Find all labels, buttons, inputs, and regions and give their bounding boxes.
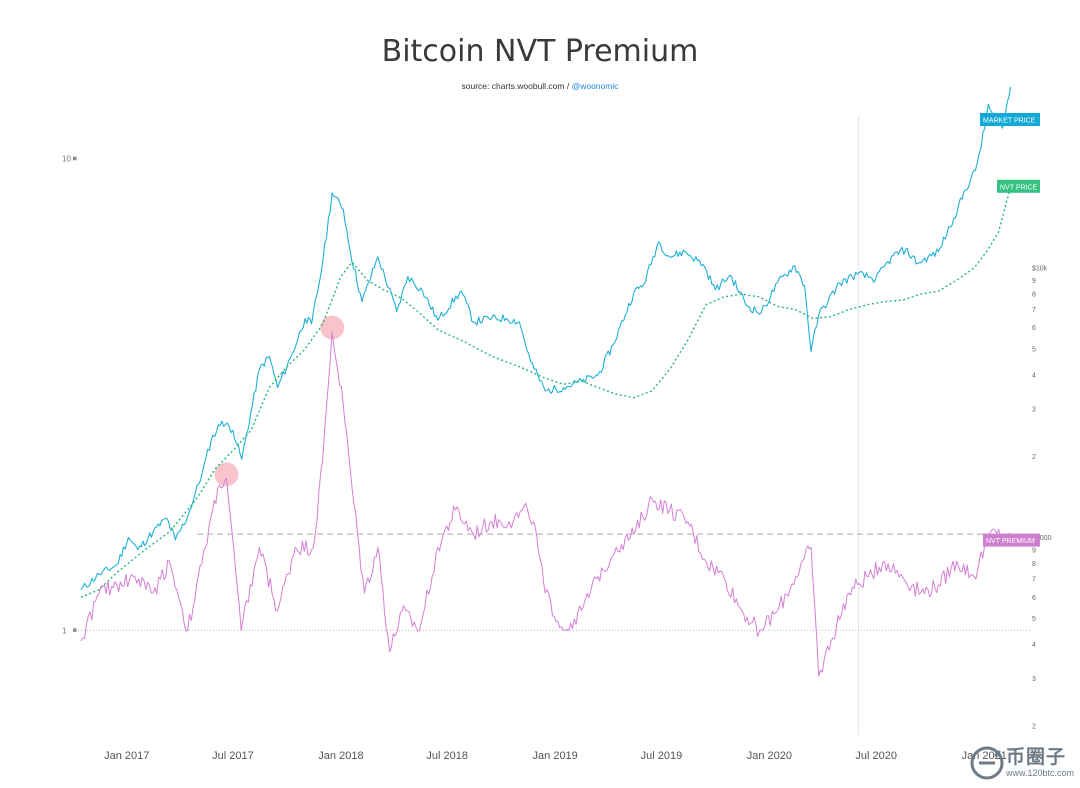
x-axis-tick-label: Jul 2017	[212, 750, 254, 762]
right-axis-tick-label: 9	[1032, 547, 1036, 554]
chart-series	[80, 86, 1012, 677]
left-axis-tick-label: 1	[62, 626, 67, 635]
right-axis-tick-label: 4	[1032, 642, 1036, 649]
x-axis-tick-label: Jul 2020	[855, 750, 897, 762]
right-axis-tick-label: 8	[1032, 292, 1036, 299]
right-axis-tick-label: 8	[1032, 561, 1036, 568]
market-price-line	[80, 86, 1012, 591]
market-price-tag: MARKET PRICE	[980, 113, 1040, 126]
right-axis-tick-label: 7	[1032, 307, 1036, 314]
nvt-premium-tag: NVT PREMIUM	[983, 533, 1040, 547]
right-axis-tick-label: $10k	[1032, 265, 1048, 272]
right-axis-tick-label: 3	[1032, 676, 1036, 683]
watermark: 币圈子 www.120btc.com	[970, 742, 1074, 786]
right-axis-tick-label: 6	[1032, 595, 1036, 602]
watermark-logo-icon	[970, 746, 1004, 780]
right-axis-tick-label: 9	[1032, 278, 1036, 285]
left-axis-tick-marker	[73, 156, 77, 161]
right-axis-tick-label: 4	[1032, 373, 1036, 380]
source-text: source: charts.woobull.com /	[461, 81, 572, 91]
left-axis-tick-label: 10	[62, 155, 71, 164]
watermark-brand: 币圈子	[1006, 746, 1067, 768]
nvt-price-line	[80, 186, 1012, 598]
market-price-tag-label: MARKET PRICE	[983, 118, 1036, 125]
left-axis: 10 1	[62, 155, 77, 635]
right-axis-tick-label: 2	[1032, 723, 1036, 730]
right-axis-tick-label: 5	[1032, 347, 1036, 354]
market-price-tag-bg	[980, 113, 1040, 126]
x-axis-tick-label: Jul 2019	[641, 750, 683, 762]
right-axis-tick-label: 5	[1032, 616, 1036, 623]
nvt-price-tag: NVT PRICE	[997, 179, 1040, 193]
right-axis-tick-label: 3	[1032, 406, 1036, 413]
chart-grid	[78, 115, 1030, 735]
source-handle-link[interactable]: @woonomic	[571, 81, 619, 91]
x-axis-tick-label: Jan 2017	[104, 750, 149, 762]
right-axis-tick-label: $1000	[1032, 535, 1052, 542]
peak-highlights	[214, 315, 345, 487]
x-axis-tick-label: Jan 2018	[318, 750, 363, 762]
nvt-premium-line	[80, 331, 1012, 677]
nvt-premium-tag-bg	[983, 533, 1040, 547]
x-axis-tick-label: Jan 2019	[533, 750, 578, 762]
chart-source: source: charts.woobull.com / @woonomic	[0, 81, 1080, 91]
nvt-premium-tag-label: NVT PREMIUM	[986, 538, 1035, 545]
peak-highlight-jun-2017	[214, 462, 239, 487]
right-axis-tick-label: 2	[1032, 454, 1036, 461]
x-axis-tick-label: Jan 2020	[747, 750, 792, 762]
nvt-price-tag-label: NVT PRICE	[1000, 184, 1038, 191]
left-axis-tick-marker	[73, 628, 77, 632]
chart-title: Bitcoin NVT Premium	[381, 34, 699, 69]
nvt-price-tag-bg	[997, 179, 1040, 193]
peak-highlight-dec-2017	[320, 315, 345, 340]
watermark-url: www.120btc.com	[1006, 768, 1075, 778]
right-axis-tick-label: 6	[1032, 325, 1036, 332]
right-axis-tick-label: 7	[1032, 577, 1036, 584]
x-axis-tick-label: Jul 2018	[426, 750, 468, 762]
series-tags: MARKET PRICE NVT PRICE NVT PREMIUM	[980, 113, 1040, 547]
x-axis: Jan 2017 Jul 2017 Jan 2018 Jul 2018 Jan 2019…	[104, 750, 1007, 762]
